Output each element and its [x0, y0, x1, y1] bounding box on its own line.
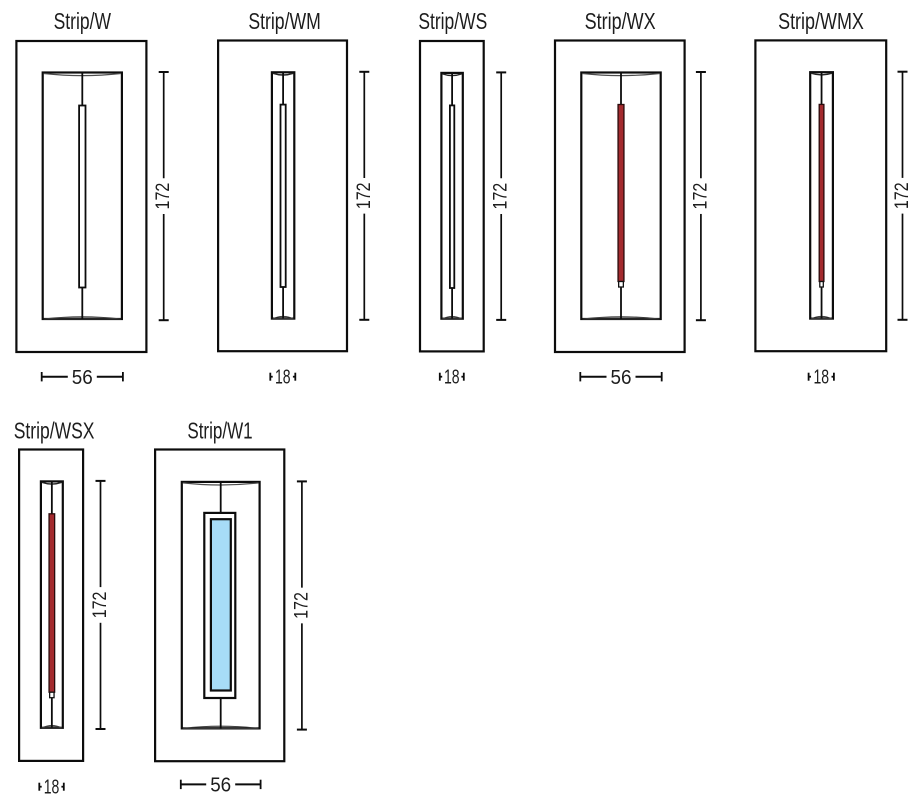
svg-text:Strip/WX: Strip/WX	[585, 8, 656, 34]
svg-text:56: 56	[611, 367, 632, 389]
svg-text:Strip/WMX: Strip/WMX	[778, 8, 864, 34]
svg-text:172: 172	[690, 183, 711, 210]
svg-text:Strip/WM: Strip/WM	[248, 8, 321, 34]
svg-text:18: 18	[275, 367, 291, 389]
svg-text:172: 172	[90, 592, 111, 619]
svg-text:Strip/W1: Strip/W1	[187, 418, 252, 444]
svg-text:172: 172	[153, 183, 174, 210]
svg-text:18: 18	[813, 367, 829, 389]
svg-text:Strip/WSX: Strip/WSX	[14, 418, 95, 444]
svg-text:172: 172	[491, 183, 512, 210]
svg-text:18: 18	[44, 777, 60, 799]
svg-text:172: 172	[354, 182, 375, 209]
svg-text:56: 56	[72, 367, 93, 389]
svg-text:Strip/WS: Strip/WS	[418, 8, 487, 34]
svg-text:18: 18	[444, 367, 460, 389]
svg-text:172: 172	[892, 182, 913, 209]
svg-text:Strip/W: Strip/W	[54, 8, 112, 34]
svg-text:172: 172	[291, 592, 312, 619]
svg-text:56: 56	[210, 775, 231, 797]
